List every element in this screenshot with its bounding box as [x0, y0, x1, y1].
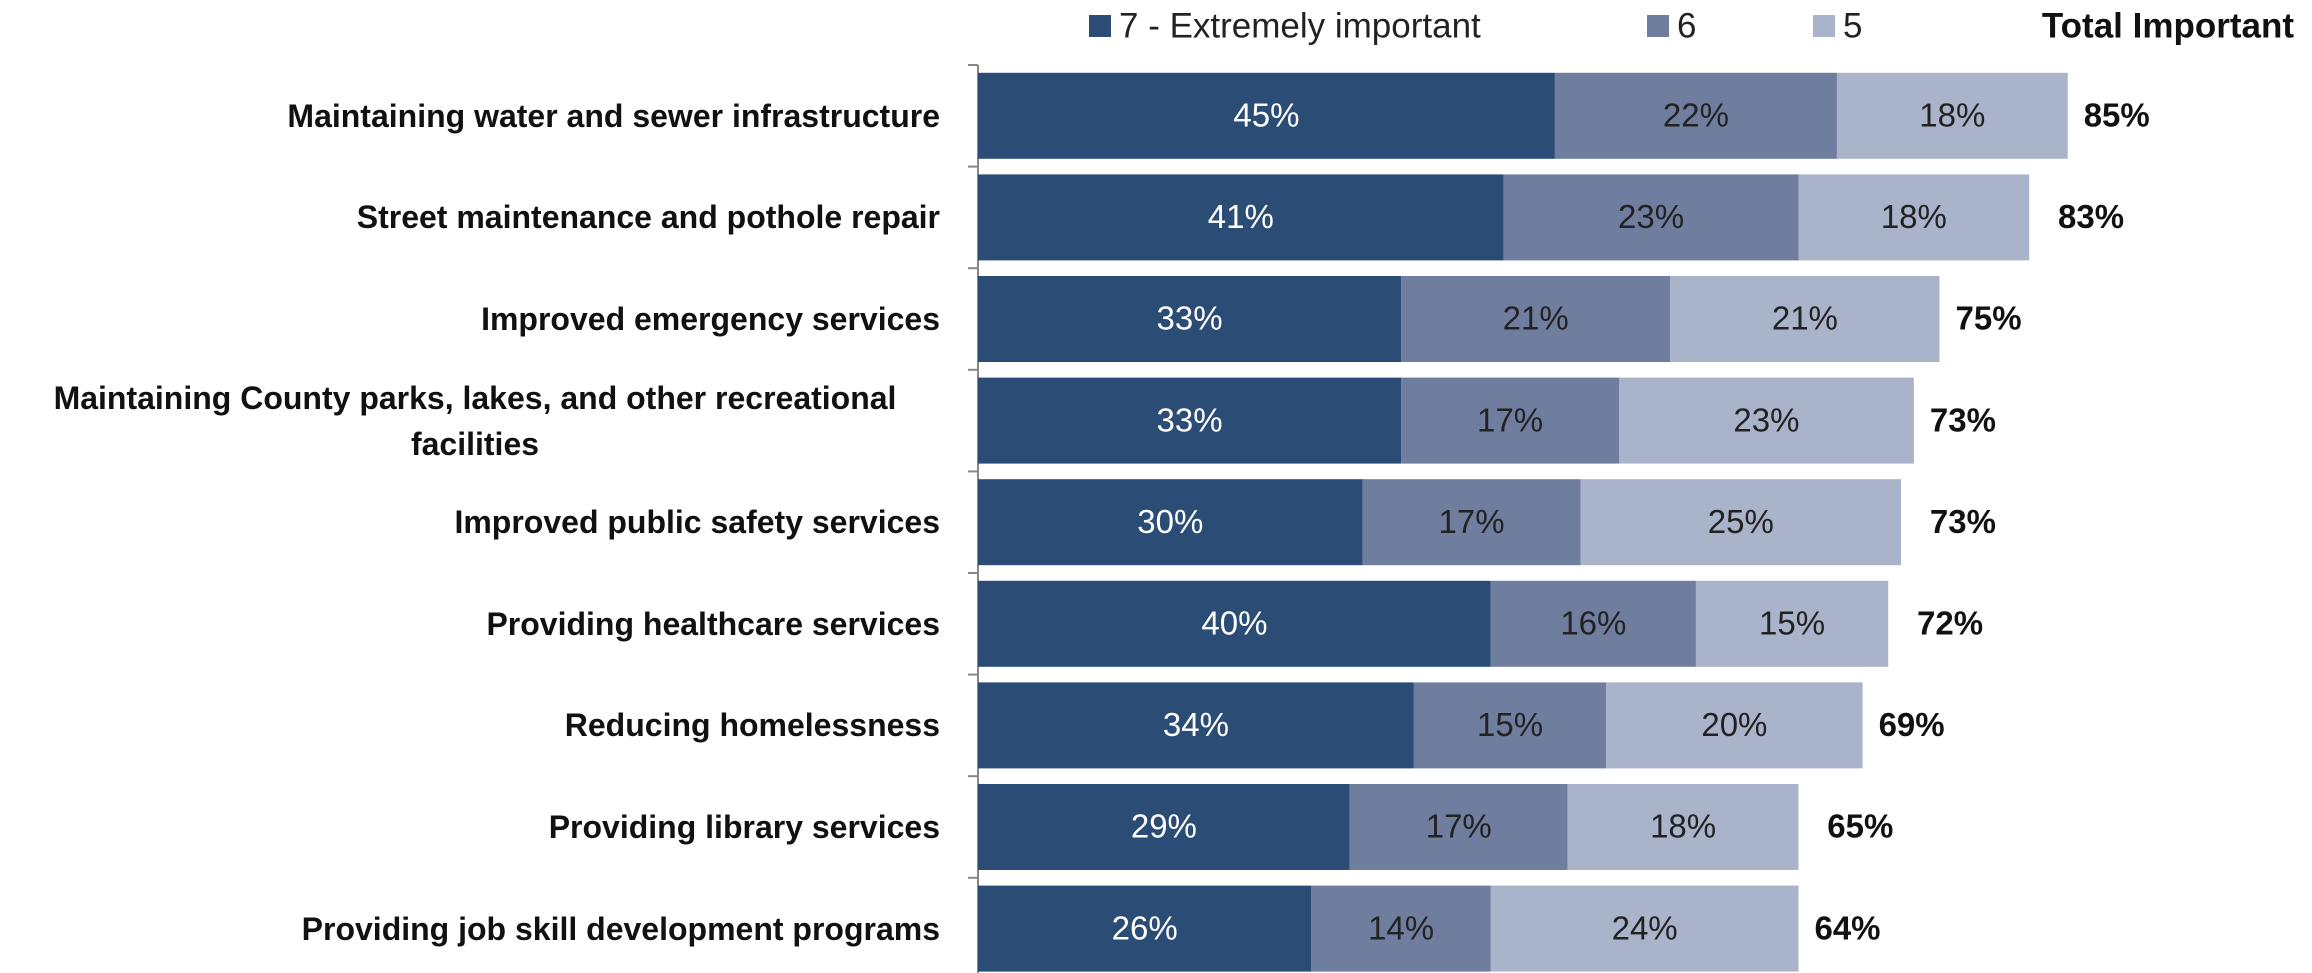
total-label: 69%	[1879, 706, 1945, 743]
data-label: 24%	[1612, 909, 1678, 946]
data-label: 18%	[1650, 808, 1716, 845]
bar-segment	[1695, 580, 1889, 667]
legend-label: 5	[1843, 6, 1862, 45]
data-label: 18%	[1881, 198, 1947, 235]
legend-swatch	[1647, 15, 1669, 37]
data-label: 17%	[1477, 401, 1543, 438]
category-label: Street maintenance and pothole repair	[356, 199, 940, 236]
legend-swatch	[1813, 15, 1835, 37]
bar-segment	[978, 276, 1402, 362]
data-label: 17%	[1439, 503, 1505, 540]
data-label: 21%	[1772, 300, 1838, 337]
totals-header: Total Important	[2042, 6, 2294, 45]
bar-segment	[1619, 377, 1914, 464]
data-label: 23%	[1733, 401, 1799, 438]
bar-segment	[978, 72, 1555, 159]
total-label: 73%	[1930, 503, 1996, 540]
bar-segment	[978, 479, 1363, 566]
data-label: 34%	[1163, 706, 1229, 743]
data-label: 15%	[1759, 605, 1825, 642]
data-label: 25%	[1708, 503, 1774, 540]
legend-label: 6	[1677, 6, 1696, 45]
total-label: 72%	[1917, 605, 1983, 642]
bar-segment	[978, 784, 1350, 870]
bar-segment	[1349, 784, 1568, 870]
bar-segment	[978, 377, 1402, 464]
bar-segment	[1670, 276, 1940, 362]
data-label: 20%	[1701, 706, 1767, 743]
bar-segment	[1567, 784, 1799, 870]
bar-segment	[1490, 885, 1799, 972]
bar-segment	[1798, 174, 2030, 261]
category-label: Improved emergency services	[481, 301, 940, 337]
bar-segment	[978, 682, 1414, 769]
category-label: Maintaining County parks, lakes, and oth…	[53, 379, 897, 462]
data-label: 21%	[1503, 300, 1569, 337]
data-label: 30%	[1137, 503, 1203, 540]
bar-segment	[1606, 682, 1863, 769]
category-label: Providing library services	[548, 809, 940, 845]
category-label: Providing job skill development programs	[301, 910, 940, 947]
data-label: 16%	[1560, 605, 1626, 642]
data-label: 17%	[1426, 808, 1492, 845]
bar-segment	[1836, 72, 2068, 159]
bar-segment	[1554, 72, 1837, 159]
total-label: 64%	[1814, 909, 1880, 946]
total-label: 75%	[1956, 300, 2022, 337]
total-label: 85%	[2084, 97, 2150, 134]
data-label: 23%	[1618, 198, 1684, 235]
data-label: 41%	[1208, 198, 1274, 235]
bar-segment	[1362, 479, 1581, 566]
bar-segment	[1401, 276, 1671, 362]
category-label: Providing healthcare services	[486, 605, 940, 642]
legend-label: 7 - Extremely important	[1119, 6, 1481, 45]
data-label: 15%	[1477, 706, 1543, 743]
category-label: Reducing homelessness	[564, 707, 940, 744]
category-label: Improved public safety services	[454, 504, 940, 541]
bar-segment	[1413, 682, 1607, 769]
bar-segment	[1490, 580, 1696, 667]
data-label: 33%	[1156, 300, 1222, 337]
bar-segment	[1311, 885, 1491, 972]
bar-segment	[978, 885, 1312, 972]
data-label: 14%	[1368, 909, 1434, 946]
data-label: 33%	[1156, 401, 1222, 438]
legend-swatch	[1089, 15, 1111, 37]
total-label: 83%	[2058, 198, 2124, 235]
category-label: Maintaining water and sewer infrastructu…	[287, 97, 940, 134]
total-label: 65%	[1827, 808, 1893, 845]
total-label: 73%	[1930, 401, 1996, 438]
bar-segment	[1503, 174, 1799, 261]
data-label: 40%	[1201, 605, 1267, 642]
data-label: 29%	[1131, 808, 1197, 845]
data-label: 45%	[1233, 97, 1299, 134]
data-label: 26%	[1112, 909, 1178, 946]
data-label: 22%	[1663, 97, 1729, 134]
bar-segment	[978, 174, 1504, 261]
bar-segment	[1401, 377, 1619, 464]
data-label: 18%	[1919, 97, 1985, 134]
bar-segment	[1580, 479, 1902, 566]
bar-segment	[978, 580, 1491, 667]
